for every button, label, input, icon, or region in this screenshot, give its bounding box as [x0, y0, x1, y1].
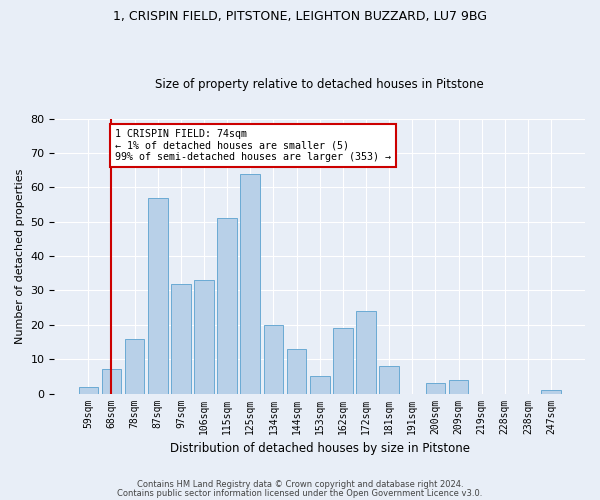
Bar — [379, 366, 399, 394]
Bar — [541, 390, 561, 394]
Text: Contains public sector information licensed under the Open Government Licence v3: Contains public sector information licen… — [118, 490, 482, 498]
Bar — [333, 328, 353, 394]
Bar — [356, 311, 376, 394]
Bar — [217, 218, 237, 394]
Bar — [449, 380, 469, 394]
Text: Contains HM Land Registry data © Crown copyright and database right 2024.: Contains HM Land Registry data © Crown c… — [137, 480, 463, 489]
Text: 1 CRISPIN FIELD: 74sqm
← 1% of detached houses are smaller (5)
99% of semi-detac: 1 CRISPIN FIELD: 74sqm ← 1% of detached … — [115, 129, 391, 162]
Bar — [79, 386, 98, 394]
Bar — [194, 280, 214, 394]
Bar — [287, 349, 307, 394]
Bar — [148, 198, 167, 394]
X-axis label: Distribution of detached houses by size in Pitstone: Distribution of detached houses by size … — [170, 442, 470, 455]
Bar — [310, 376, 329, 394]
Title: Size of property relative to detached houses in Pitstone: Size of property relative to detached ho… — [155, 78, 484, 91]
Text: 1, CRISPIN FIELD, PITSTONE, LEIGHTON BUZZARD, LU7 9BG: 1, CRISPIN FIELD, PITSTONE, LEIGHTON BUZ… — [113, 10, 487, 23]
Bar — [171, 284, 191, 394]
Bar — [425, 383, 445, 394]
Bar — [125, 338, 145, 394]
Bar — [101, 370, 121, 394]
Bar — [241, 174, 260, 394]
Bar — [263, 325, 283, 394]
Y-axis label: Number of detached properties: Number of detached properties — [15, 168, 25, 344]
